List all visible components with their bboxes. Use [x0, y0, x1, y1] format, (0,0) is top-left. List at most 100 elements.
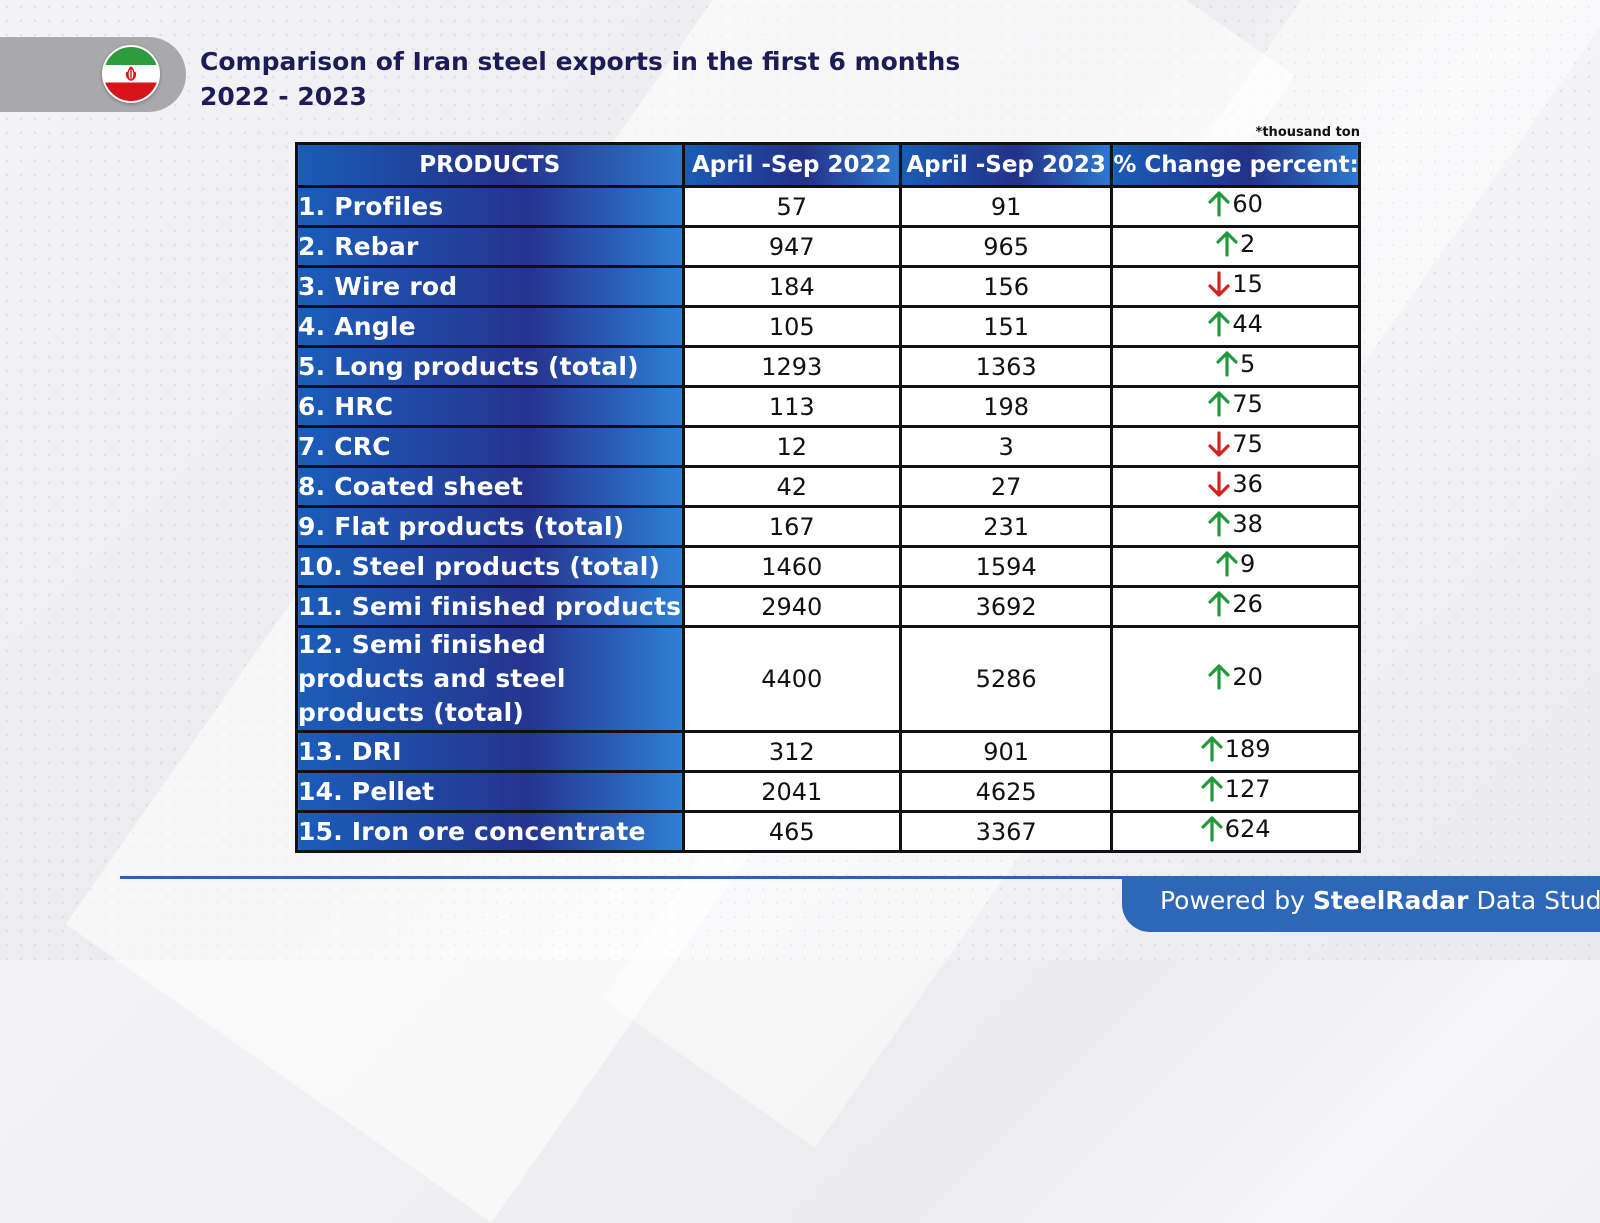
- value-2022-cell: 57: [681, 185, 902, 228]
- arrow-down-icon: [1208, 471, 1230, 497]
- table-row: 13. DRI 312 901 189: [295, 730, 1361, 773]
- change-cell: 189: [1110, 730, 1361, 773]
- change-cell: 20: [1110, 625, 1361, 733]
- unit-note: *thousand ton: [1255, 125, 1360, 140]
- iran-flag-icon: [102, 45, 160, 103]
- column-header-2023: April -Sep 2023: [898, 142, 1114, 188]
- change-cell: 127: [1110, 770, 1361, 813]
- change-value: 9: [1240, 550, 1256, 578]
- change-value: 189: [1224, 735, 1271, 763]
- value-2023-cell: 965: [898, 225, 1114, 268]
- arrow-up-icon: [1208, 191, 1230, 217]
- arrow-up-icon: [1201, 776, 1223, 802]
- column-header-products: PRODUCTS: [295, 142, 685, 188]
- change-value: 36: [1232, 470, 1263, 498]
- change-value-group: 75: [1208, 430, 1263, 458]
- table-header-row: PRODUCTS April -Sep 2022 April -Sep 2023…: [295, 142, 1361, 188]
- value-2022-cell: 4400: [681, 625, 902, 733]
- change-value-group: 189: [1201, 735, 1271, 763]
- change-value: 624: [1224, 815, 1271, 843]
- product-cell: 3. Wire rod: [295, 265, 685, 308]
- table-row: 2. Rebar 947 965 2: [295, 225, 1361, 268]
- value-2023-cell: 4625: [898, 770, 1114, 813]
- change-value-group: 75: [1208, 390, 1263, 418]
- footer-divider: [120, 876, 1600, 879]
- change-value: 26: [1232, 590, 1263, 618]
- change-value: 38: [1232, 510, 1263, 538]
- title-line-1: Comparison of Iran steel exports in the …: [200, 47, 961, 76]
- table-row: 6. HRC 113 198 75: [295, 385, 1361, 428]
- change-value: 75: [1232, 390, 1263, 418]
- product-cell: 8. Coated sheet: [295, 465, 685, 508]
- table-row: 14. Pellet 2041 4625 127: [295, 770, 1361, 813]
- column-header-change: % Change percent:: [1110, 142, 1361, 188]
- page-title: Comparison of Iran steel exports in the …: [200, 44, 960, 114]
- value-2023-cell: 91: [898, 185, 1114, 228]
- product-cell: 5. Long products (total): [295, 345, 685, 388]
- value-2023-cell: 3367: [898, 810, 1114, 853]
- arrow-up-icon: [1208, 591, 1230, 617]
- change-value-group: 20: [1208, 663, 1263, 691]
- value-2022-cell: 2940: [681, 585, 902, 628]
- product-cell: 14. Pellet: [295, 770, 685, 813]
- change-value: 2: [1240, 230, 1256, 258]
- value-2023-cell: 1594: [898, 545, 1114, 588]
- arrow-up-icon: [1216, 351, 1238, 377]
- arrow-up-icon: [1216, 551, 1238, 577]
- value-2022-cell: 167: [681, 505, 902, 548]
- footer-prefix: Powered by: [1160, 886, 1313, 915]
- table-row: 1. Profiles 57 91 60: [295, 185, 1361, 228]
- iran-emblem-icon: [125, 66, 137, 81]
- arrow-down-icon: [1208, 431, 1230, 457]
- change-cell: 9: [1110, 545, 1361, 588]
- value-2022-cell: 312: [681, 730, 902, 773]
- value-2022-cell: 947: [681, 225, 902, 268]
- table-body: 1. Profiles 57 91 60 2. Rebar 947 965 2 3. Wire …: [295, 185, 1361, 853]
- product-cell: 4. Angle: [295, 305, 685, 348]
- change-cell: 624: [1110, 810, 1361, 853]
- arrow-up-icon: [1208, 511, 1230, 537]
- value-2023-cell: 151: [898, 305, 1114, 348]
- arrow-up-icon: [1208, 663, 1230, 690]
- value-2023-cell: 231: [898, 505, 1114, 548]
- table-row: 11. Semi finished products 2940 3692 26: [295, 585, 1361, 628]
- value-2022-cell: 1460: [681, 545, 902, 588]
- change-cell: 75: [1110, 425, 1361, 468]
- column-header-2022: April -Sep 2022: [681, 142, 902, 188]
- value-2023-cell: 3: [898, 425, 1114, 468]
- value-2023-cell: 5286: [898, 625, 1114, 733]
- table-row: 3. Wire rod 184 156 15: [295, 265, 1361, 308]
- change-cell: 44: [1110, 305, 1361, 348]
- change-value-group: 127: [1201, 775, 1271, 803]
- table-row: 4. Angle 105 151 44: [295, 305, 1361, 348]
- value-2023-cell: 27: [898, 465, 1114, 508]
- product-cell: 1. Profiles: [295, 185, 685, 228]
- product-cell: 6. HRC: [295, 385, 685, 428]
- change-cell: 38: [1110, 505, 1361, 548]
- arrow-up-icon: [1208, 391, 1230, 417]
- table-row: 5. Long products (total) 1293 1363 5: [295, 345, 1361, 388]
- table-row: 10. Steel products (total) 1460 1594 9: [295, 545, 1361, 588]
- value-2023-cell: 198: [898, 385, 1114, 428]
- value-2023-cell: 901: [898, 730, 1114, 773]
- change-value: 60: [1232, 190, 1263, 218]
- change-value-group: 38: [1208, 510, 1263, 538]
- arrow-up-icon: [1201, 736, 1223, 762]
- arrow-up-icon: [1208, 311, 1230, 337]
- footer-brand: SteelRadar: [1312, 886, 1469, 915]
- table-row: 9. Flat products (total) 167 231 38: [295, 505, 1361, 548]
- value-2022-cell: 105: [681, 305, 902, 348]
- change-value: 127: [1224, 775, 1271, 803]
- exports-table: PRODUCTS April -Sep 2022 April -Sep 2023…: [295, 142, 1361, 853]
- product-cell: 12. Semi finished products and steel pro…: [295, 625, 685, 733]
- value-2023-cell: 3692: [898, 585, 1114, 628]
- table-row: 12. Semi finished products and steel pro…: [295, 625, 1361, 733]
- value-2022-cell: 184: [681, 265, 902, 308]
- product-cell: 10. Steel products (total): [295, 545, 685, 588]
- arrow-up-icon: [1201, 816, 1223, 842]
- value-2022-cell: 465: [681, 810, 902, 853]
- footer-credit: Powered by SteelRadar Data Studio: [1160, 886, 1600, 915]
- change-value: 44: [1232, 310, 1263, 338]
- product-cell: 2. Rebar: [295, 225, 685, 268]
- value-2022-cell: 12: [681, 425, 902, 468]
